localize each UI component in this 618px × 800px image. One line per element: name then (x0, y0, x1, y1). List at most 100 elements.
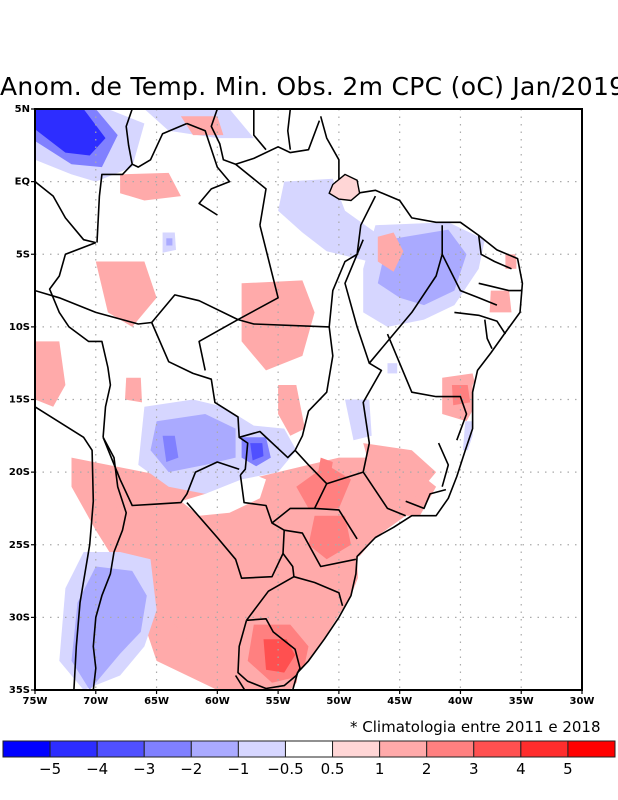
anomaly-contour-warm (308, 515, 351, 560)
border-chile-argentina (92, 436, 127, 690)
anomaly-contour-warm (120, 172, 181, 201)
colorbar-swatch (332, 740, 381, 758)
anomaly-contour-neutral (180, 472, 266, 516)
anomaly-contour-cold (162, 435, 179, 462)
anomaly-contour-cold (250, 443, 264, 461)
coastline-east (291, 116, 524, 690)
border-uruguay-west (237, 620, 297, 690)
colorbar-swatch (190, 740, 239, 758)
state-border-acre (35, 289, 152, 325)
state-border-sao-paulo-minas (362, 471, 406, 517)
anomaly-contour-cold (387, 363, 398, 374)
x-tick-label: 70W (83, 696, 108, 707)
colorbar-label: 5 (563, 760, 573, 778)
anomaly-contour-warm (451, 385, 471, 406)
anomaly-contour-warm (318, 457, 333, 477)
state-border-rio (405, 488, 447, 510)
anomaly-contour-warm (278, 385, 305, 436)
y-tick-label: 15S (9, 395, 30, 406)
ocean-mask-east (357, 254, 582, 690)
anomaly-contour-cold (71, 566, 147, 690)
y-tick-label: EQ (15, 177, 30, 188)
climatology-note: * Climatologia entre 2011 e 2018 (350, 718, 601, 736)
border-colombia-peru (35, 180, 96, 244)
colorbar-swatch (567, 740, 616, 758)
colorbar-swatch (473, 740, 522, 758)
y-tick-label: 25S (9, 540, 30, 551)
coastline-west (0, 124, 11, 182)
colorbar-swatch (96, 740, 145, 758)
state-border-paraiba (478, 282, 523, 292)
x-tick-label: 30W (570, 696, 595, 707)
border-colombia-brazil (96, 109, 133, 243)
colorbar-swatch (49, 740, 98, 758)
anomaly-contour-cold (166, 238, 173, 246)
rio-de-la-plata (234, 675, 246, 690)
state-border-bahia-minas (386, 333, 468, 441)
grid-lines (35, 109, 582, 690)
state-border-mato-grosso-sul (271, 449, 328, 524)
state-border-amazonas-para (151, 225, 279, 324)
colorbar-swatch (379, 740, 428, 758)
x-tick-label: 55W (266, 696, 291, 707)
y-tick-label: 5S (16, 249, 30, 260)
anomaly-contour-warm (95, 261, 157, 327)
anomaly-contour-warm (263, 639, 296, 673)
x-tick-label: 45W (387, 696, 412, 707)
border-brazil-uruguay (246, 617, 301, 676)
state-border-goias-tocantins (326, 239, 383, 485)
state-border-mato-grosso (238, 326, 334, 459)
border-guyana-suriname (253, 109, 267, 151)
x-tick-label: 40W (448, 696, 473, 707)
y-tick-label: 20S (9, 467, 30, 478)
anomaly-contour-cold (35, 109, 106, 156)
anomaly-contour-warm (35, 341, 66, 407)
colorbar-swatch (520, 740, 569, 758)
y-tick-label: 35S (9, 685, 30, 696)
colorbar-label: −0.5 (267, 760, 303, 778)
x-tick-label: 35W (509, 696, 534, 707)
colorbar-label: −3 (133, 760, 155, 778)
colorbar-swatch (143, 740, 192, 758)
border-venezuela-brazil (131, 122, 188, 168)
anomaly-contour-warm (489, 290, 512, 313)
colorbar-label: 4 (516, 760, 526, 778)
border-peru-brazil-bolivia (48, 241, 112, 438)
political-boundaries (0, 109, 524, 690)
colorbar-swatch (237, 740, 286, 758)
state-border-parana-sp (314, 507, 358, 540)
anomaly-contour-warm (125, 377, 142, 403)
state-border-parana-sc (284, 529, 357, 568)
border-guianas (210, 109, 321, 165)
y-tick-label: 30S (9, 612, 30, 623)
x-tick-label: 75W (23, 696, 48, 707)
marajo-island (328, 173, 361, 202)
x-tick-label: 50W (326, 696, 351, 707)
state-border-ceara-rn (477, 235, 512, 270)
state-border-espirito-santo (437, 442, 450, 487)
anomaly-fields (35, 109, 582, 690)
anomaly-contour-warm (505, 254, 517, 269)
state-border-ceara-pernambuco (441, 253, 498, 306)
state-border-pernambuco-alagoas (454, 311, 507, 335)
colorbar: −5 −4 −3 −2 −1 −0.5 0.5 1 2 3 4 5 (2, 740, 616, 778)
anomaly-contour-warm (377, 232, 404, 272)
x-axis-ticks: 75W 70W 65W 60W 55W 50W 45W 40W 35W 30W (23, 690, 595, 707)
colorbar-swatch (2, 740, 51, 758)
state-border-sergipe (484, 319, 493, 350)
border-suriname-guiana (286, 109, 292, 150)
anomaly-contour-warm (363, 443, 437, 502)
y-tick-label: 10S (9, 322, 30, 333)
state-border-rondonia (198, 318, 239, 371)
colorbar-swatch (284, 740, 334, 758)
colorbar-label: −2 (180, 760, 202, 778)
state-border-mato-grosso-north (237, 318, 330, 328)
x-tick-label: 65W (144, 696, 169, 707)
anomaly-contour-warm (296, 464, 351, 509)
state-border-sc-rs (293, 575, 344, 607)
border-bolivia-brazil (150, 322, 249, 476)
colorbar-label: −4 (86, 760, 108, 778)
coastline-chile (35, 406, 95, 690)
colorbar-label: −5 (39, 760, 61, 778)
